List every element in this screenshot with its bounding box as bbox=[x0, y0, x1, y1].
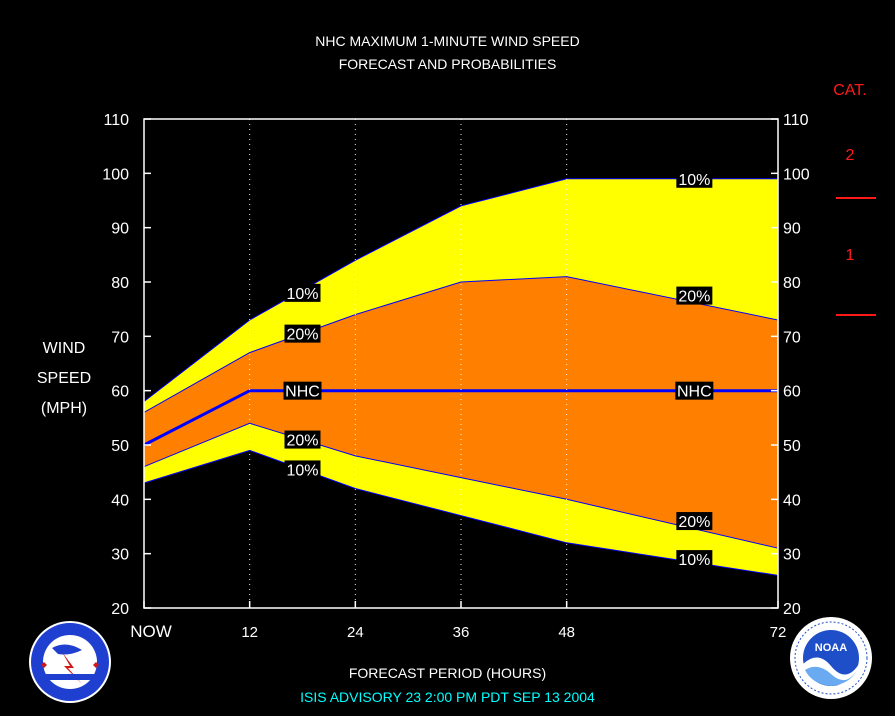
line-label-box bbox=[284, 430, 321, 449]
y-tick-label-left: 20 bbox=[111, 601, 129, 618]
nws-logo-cloud-icon bbox=[52, 644, 82, 655]
category-label-1: 1 bbox=[845, 247, 855, 264]
y-tick-label-right: 40 bbox=[783, 492, 801, 509]
line-label: 20% bbox=[678, 289, 710, 306]
y-tick-label-left: 70 bbox=[111, 329, 129, 346]
band-20-percent bbox=[144, 276, 778, 549]
line-label: 20% bbox=[286, 433, 318, 450]
y-tick-label-right: 100 bbox=[783, 166, 810, 183]
y-tick-label-left: 90 bbox=[111, 221, 129, 238]
y-axis-label-line2: SPEED bbox=[36, 370, 92, 387]
line-label: 20% bbox=[286, 327, 318, 344]
y-tick-label-right: 30 bbox=[783, 547, 801, 564]
nws-logo-star-right bbox=[93, 662, 99, 668]
line-label-box bbox=[284, 460, 321, 479]
advisory-text: ISIS ADVISORY 23 2:00 PM PDT SEP 13 2004 bbox=[300, 689, 595, 705]
line-label: 10% bbox=[678, 172, 710, 189]
category-title: CAT. bbox=[833, 82, 867, 99]
nws-logo-inner bbox=[43, 635, 97, 689]
noaa-logo-wordmark: NOAA bbox=[815, 642, 847, 654]
noaa-logo-wave-icon bbox=[805, 666, 857, 686]
x-tick-label: 48 bbox=[558, 624, 575, 641]
nws-logo-water bbox=[46, 674, 94, 680]
y-tick-label-right: 70 bbox=[783, 329, 801, 346]
national-weather-service-logo bbox=[29, 621, 111, 703]
category-label-2: 2 bbox=[845, 147, 855, 164]
y-tick-label-right: 90 bbox=[783, 221, 801, 238]
noaa-logo-text-ring bbox=[794, 621, 868, 695]
chart-title-line1: NHC MAXIMUM 1-MINUTE WIND SPEED bbox=[315, 33, 580, 49]
line-label: NHC bbox=[677, 384, 712, 401]
y-tick-label-left: 30 bbox=[111, 547, 129, 564]
line-label: 10% bbox=[286, 462, 318, 479]
y-axis-label-line3: (MPH) bbox=[40, 400, 88, 417]
line-label-box bbox=[676, 512, 713, 531]
category-divider-2 bbox=[836, 197, 876, 199]
y-tick-label-right: 60 bbox=[783, 384, 801, 401]
y-tick-label-right: 110 bbox=[783, 112, 809, 129]
line-label-box bbox=[676, 169, 713, 188]
y-axis-label-line1: WIND bbox=[42, 340, 86, 357]
y-tick-label-right: 80 bbox=[783, 275, 801, 292]
x-axis-label: FORECAST PERIOD (HOURS) bbox=[348, 665, 547, 681]
line-label-box bbox=[284, 283, 321, 302]
nws-logo-lightning-icon bbox=[62, 652, 82, 684]
nws-logo-star-left bbox=[41, 662, 47, 668]
x-tick-label: 12 bbox=[241, 624, 258, 641]
line-label: 10% bbox=[286, 286, 318, 303]
noaa-logo: NOAA bbox=[790, 617, 872, 699]
series-line-forecast-nhc bbox=[143, 389, 778, 447]
y-tick-label-left: 80 bbox=[111, 275, 129, 292]
line-label-box bbox=[675, 381, 714, 400]
line-label-box bbox=[284, 324, 321, 343]
series-line-upper-20pct bbox=[143, 276, 779, 413]
y-tick-label-left: 50 bbox=[111, 438, 129, 455]
series-line-upper-10pct bbox=[143, 178, 778, 402]
line-label: 10% bbox=[678, 552, 710, 569]
y-tick-label-left: 60 bbox=[111, 384, 129, 401]
line-label-box bbox=[676, 286, 713, 305]
x-tick-label: 36 bbox=[453, 624, 470, 641]
line-label: 20% bbox=[678, 514, 710, 531]
y-tick-label-left: 110 bbox=[103, 112, 129, 129]
y-tick-label-right: 20 bbox=[783, 601, 801, 618]
chart-title-line2: FORECAST AND PROBABILITIES bbox=[338, 56, 557, 72]
x-tick-label: NOW bbox=[130, 622, 172, 641]
series-line-lower-20pct bbox=[143, 422, 779, 549]
line-label: NHC bbox=[285, 384, 320, 401]
y-tick-label-left: 40 bbox=[111, 492, 129, 509]
series-line-lower-10pct bbox=[143, 449, 779, 576]
x-tick-label: 72 bbox=[770, 624, 787, 641]
category-divider-1 bbox=[836, 314, 876, 316]
line-label-box bbox=[283, 381, 322, 400]
x-tick-label: 24 bbox=[347, 624, 364, 641]
line-label-box bbox=[676, 550, 713, 569]
y-tick-label-left: 100 bbox=[102, 166, 129, 183]
y-tick-label-right: 50 bbox=[783, 438, 801, 455]
